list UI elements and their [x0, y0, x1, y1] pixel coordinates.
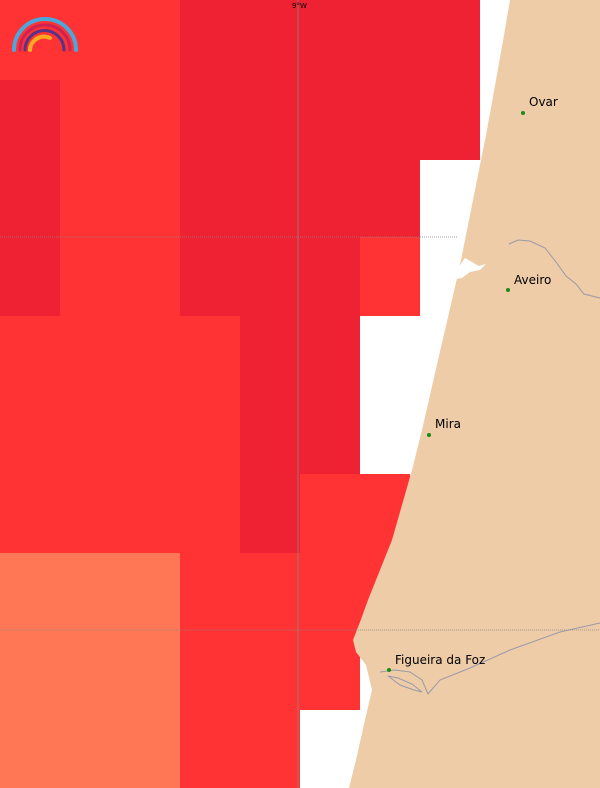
raster-cell — [300, 553, 360, 710]
rivers — [379, 239, 600, 695]
mondego-island — [387, 675, 423, 693]
raster-cell — [0, 0, 180, 80]
raster-cell — [0, 80, 60, 316]
raster-cell — [240, 474, 300, 553]
raster-cell — [360, 237, 420, 316]
city-marker-figueira-da-foz[interactable] — [387, 668, 391, 672]
vouga-river — [508, 239, 600, 299]
rainbow-logo-icon — [12, 17, 78, 52]
sea-raster — [0, 0, 480, 788]
mondego-river — [379, 622, 600, 695]
land-mass — [349, 0, 600, 788]
city-label-aveiro: Aveiro — [514, 273, 551, 287]
raster-cell — [180, 0, 480, 160]
raster-cell — [60, 80, 180, 316]
city-label-figueira-da-foz: Figueira da Foz — [395, 653, 485, 667]
raster-cell — [0, 553, 180, 788]
city-marker-mira[interactable] — [427, 433, 431, 437]
city-label-ovar: Ovar — [529, 95, 558, 109]
raster-cell — [180, 160, 420, 237]
city-markers: Ovar Aveiro Mira Figueira da Foz — [387, 95, 558, 672]
aveiro-lagoon — [450, 258, 486, 280]
city-label-mira: Mira — [435, 417, 461, 431]
raster-cell — [240, 316, 360, 474]
raster-cell — [180, 553, 300, 788]
raster-cell — [300, 474, 410, 553]
city-marker-ovar[interactable] — [521, 111, 525, 115]
city-marker-aveiro[interactable] — [506, 288, 510, 292]
raster-cell — [0, 316, 240, 553]
raster-cell — [180, 237, 360, 316]
longitude-label: 9°W — [292, 2, 307, 10]
